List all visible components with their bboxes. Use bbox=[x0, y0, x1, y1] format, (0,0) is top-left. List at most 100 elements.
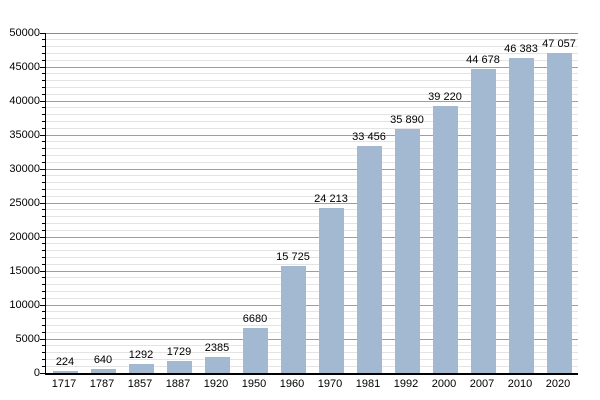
bar-value-label: 6680 bbox=[242, 312, 268, 325]
y-minor-tick bbox=[42, 114, 46, 116]
bar-value-label: 39 220 bbox=[428, 91, 462, 104]
y-minor-tick bbox=[42, 175, 46, 177]
y-minor-tick bbox=[42, 182, 46, 184]
y-minor-tick bbox=[42, 358, 46, 360]
y-minor-tick bbox=[42, 80, 46, 82]
bar-value-label: 1729 bbox=[166, 346, 192, 359]
bar-value-label: 224 bbox=[55, 356, 75, 369]
y-major-tick bbox=[40, 168, 46, 170]
y-minor-tick bbox=[42, 52, 46, 54]
x-tick-label: 2000 bbox=[431, 378, 457, 390]
y-minor-tick bbox=[42, 250, 46, 252]
x-tick-label: 1970 bbox=[317, 378, 343, 390]
bars-container: 224 640 1292 1729 2385 6680 15 725 24 213 33 456… bbox=[46, 33, 578, 373]
bar bbox=[166, 361, 192, 373]
y-minor-tick bbox=[42, 277, 46, 279]
plot-area: 224 640 1292 1729 2385 6680 15 725 24 213 33 456… bbox=[40, 33, 578, 375]
bar bbox=[242, 327, 268, 373]
y-minor-tick bbox=[42, 263, 46, 265]
bar bbox=[470, 69, 496, 373]
y-minor-tick bbox=[42, 256, 46, 258]
bar-value-label: 33 456 bbox=[352, 130, 386, 143]
bar-value-label: 640 bbox=[93, 353, 113, 366]
x-tick-label: 1960 bbox=[279, 378, 305, 390]
bar bbox=[508, 57, 534, 373]
y-major-tick bbox=[40, 270, 46, 272]
y-minor-tick bbox=[42, 365, 46, 367]
y-major-tick bbox=[40, 66, 46, 68]
y-minor-tick bbox=[42, 195, 46, 197]
y-minor-tick bbox=[42, 311, 46, 313]
y-minor-tick bbox=[42, 297, 46, 299]
y-major-tick bbox=[40, 236, 46, 238]
y-minor-tick bbox=[42, 318, 46, 320]
bar-value-label: 44 678 bbox=[466, 54, 500, 67]
y-major-tick bbox=[40, 372, 46, 374]
bar-value-label: 15 725 bbox=[276, 251, 310, 264]
y-major-tick bbox=[40, 100, 46, 102]
y-tick-label: 40000 bbox=[9, 95, 40, 107]
y-tick-label: 0 bbox=[33, 367, 40, 379]
bar-value-label: 46 383 bbox=[504, 42, 538, 55]
bar bbox=[280, 266, 306, 373]
y-minor-tick bbox=[42, 324, 46, 326]
x-tick-label: 1920 bbox=[203, 378, 229, 390]
y-minor-tick bbox=[42, 107, 46, 109]
y-tick-label: 30000 bbox=[9, 163, 40, 175]
x-tick-label: 2007 bbox=[469, 378, 495, 390]
bar-value-label: 24 213 bbox=[314, 193, 348, 206]
y-minor-tick bbox=[42, 86, 46, 88]
x-tick-label: 2020 bbox=[545, 378, 571, 390]
y-minor-tick bbox=[42, 352, 46, 354]
y-minor-tick bbox=[42, 209, 46, 211]
y-minor-tick bbox=[42, 141, 46, 143]
y-minor-tick bbox=[42, 161, 46, 163]
bar-value-label: 1292 bbox=[128, 349, 154, 362]
bar bbox=[204, 356, 230, 373]
bar bbox=[52, 371, 78, 373]
y-axis-labels: 0 5000 10000 15000 20000 25000 30000 35000 40000… bbox=[0, 27, 40, 379]
bar bbox=[394, 128, 420, 373]
y-minor-tick bbox=[42, 154, 46, 156]
y-major-tick bbox=[40, 304, 46, 306]
x-tick-label: 1992 bbox=[393, 378, 419, 390]
bar-value-label: 47 057 bbox=[542, 38, 576, 51]
y-tick-label: 25000 bbox=[9, 197, 40, 209]
x-tick-label: 1717 bbox=[51, 378, 77, 390]
y-minor-tick bbox=[42, 39, 46, 41]
y-minor-tick bbox=[42, 284, 46, 286]
y-tick-label: 20000 bbox=[9, 231, 40, 243]
y-minor-tick bbox=[42, 73, 46, 75]
x-tick-label: 1887 bbox=[165, 378, 191, 390]
bar bbox=[318, 208, 344, 373]
y-major-tick bbox=[40, 134, 46, 136]
y-minor-tick bbox=[42, 345, 46, 347]
y-tick-label: 10000 bbox=[9, 299, 40, 311]
y-minor-tick bbox=[42, 148, 46, 150]
y-minor-tick bbox=[42, 229, 46, 231]
bar bbox=[546, 53, 572, 373]
y-tick-label: 35000 bbox=[9, 129, 40, 141]
bar bbox=[128, 364, 154, 373]
y-minor-tick bbox=[42, 216, 46, 218]
bar bbox=[432, 106, 458, 373]
y-tick-label: 5000 bbox=[15, 333, 40, 345]
y-minor-tick bbox=[42, 46, 46, 48]
y-tick-label: 45000 bbox=[9, 61, 40, 73]
y-tick-label: 50000 bbox=[9, 27, 40, 39]
y-major-tick bbox=[40, 202, 46, 204]
y-minor-tick bbox=[42, 290, 46, 292]
bar bbox=[356, 145, 382, 373]
y-minor-tick bbox=[42, 331, 46, 333]
bar bbox=[90, 368, 116, 373]
x-tick-label: 1950 bbox=[241, 378, 267, 390]
y-minor-tick bbox=[42, 127, 46, 129]
x-tick-label: 2010 bbox=[507, 378, 533, 390]
y-minor-tick bbox=[42, 243, 46, 245]
bar-value-label: 35 890 bbox=[390, 113, 424, 126]
y-major-tick bbox=[40, 338, 46, 340]
y-tick-label: 15000 bbox=[9, 265, 40, 277]
y-major-tick bbox=[40, 33, 46, 34]
bar-value-label: 2385 bbox=[204, 341, 230, 354]
